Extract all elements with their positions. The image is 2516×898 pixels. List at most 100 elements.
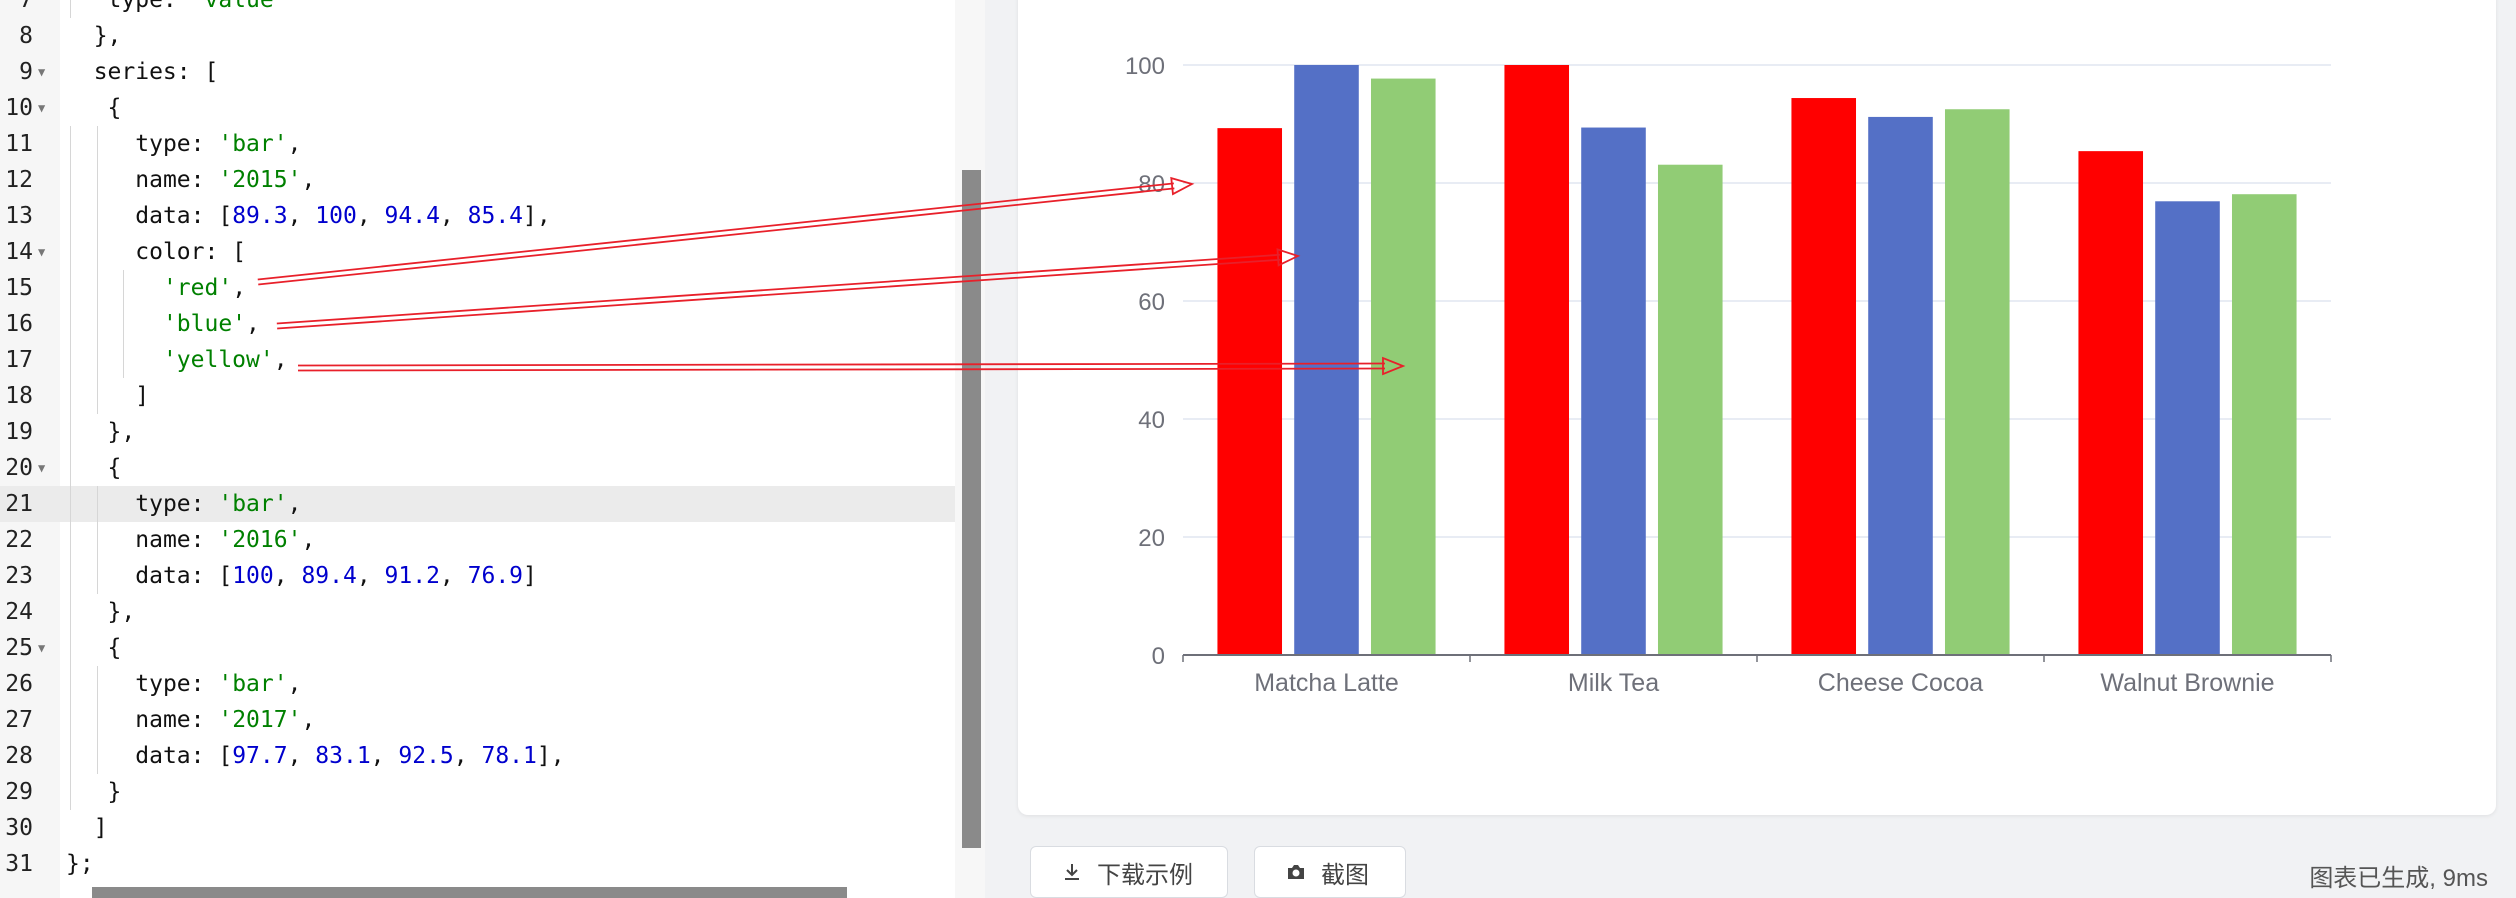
render-status: 图表已生成, 9ms bbox=[2309, 865, 2488, 892]
line-number: 16 bbox=[5, 311, 33, 337]
line-number: 15 bbox=[5, 275, 33, 301]
indent-guide bbox=[70, 666, 71, 702]
y-tick-label: 0 bbox=[1152, 643, 1165, 670]
code-line[interactable]: 13 data: [89.3, 100, 94.4, 85.4], bbox=[0, 198, 955, 234]
line-number-gutter bbox=[0, 0, 60, 898]
code-text: { bbox=[107, 635, 122, 661]
indent-guide bbox=[96, 738, 98, 774]
line-number: 23 bbox=[5, 563, 33, 589]
code-line[interactable]: 20 ▼ { bbox=[0, 450, 955, 486]
x-tick-label: Walnut Brownie bbox=[2100, 669, 2274, 697]
bar bbox=[1504, 65, 1570, 655]
bar bbox=[1294, 65, 1359, 655]
bar bbox=[2155, 201, 2220, 656]
chart-bars bbox=[1217, 65, 2297, 656]
code-line[interactable]: 9 ▼ series: [ bbox=[0, 54, 955, 90]
code-text: }, bbox=[107, 599, 136, 625]
code-line[interactable]: 8 }, bbox=[0, 18, 955, 54]
indent-guide bbox=[96, 666, 98, 702]
code-line[interactable]: 27 name: '2017', bbox=[0, 702, 955, 738]
code-text: 'yellow', bbox=[162, 347, 288, 373]
fold-toggle-icon[interactable]: ▼ bbox=[38, 65, 46, 79]
indent-guide bbox=[70, 702, 71, 738]
indent-guide bbox=[70, 594, 71, 630]
fold-toggle-icon[interactable]: ▼ bbox=[38, 245, 46, 259]
code-line[interactable]: 24 }, bbox=[0, 594, 955, 630]
code-line[interactable]: 26 type: 'bar', bbox=[0, 666, 955, 702]
annotation-arrowhead bbox=[1382, 356, 1406, 376]
code-line[interactable]: 23 data: [100, 89.4, 91.2, 76.9] bbox=[0, 558, 955, 594]
code-text: color: [ bbox=[135, 239, 247, 265]
code-line[interactable]: 21 type: 'bar', bbox=[0, 486, 955, 522]
code-line[interactable]: 19 }, bbox=[0, 414, 955, 450]
line-number: 17 bbox=[5, 347, 33, 373]
code-text: type: 'bar', bbox=[135, 491, 302, 517]
code-line[interactable]: 28 data: [97.7, 83.1, 92.5, 78.1], bbox=[0, 738, 955, 774]
code-line[interactable]: 18 ] bbox=[0, 378, 955, 414]
code-line[interactable]: 12 name: '2015', bbox=[0, 162, 955, 198]
code-text: { bbox=[107, 455, 122, 481]
code-line[interactable]: 22 name: '2016', bbox=[0, 522, 955, 558]
annotation-arrow-line bbox=[276, 253, 1280, 325]
indent-guide bbox=[70, 306, 71, 342]
line-number: 10 bbox=[5, 95, 33, 121]
code-line[interactable]: 10 ▼ { bbox=[0, 90, 955, 126]
screenshot-button[interactable]: 截图 bbox=[1254, 846, 1406, 898]
code-text: }, bbox=[107, 419, 136, 445]
code-text: name: '2016', bbox=[135, 527, 316, 553]
code-line[interactable]: 25 ▼ { bbox=[0, 630, 955, 666]
indent-guide bbox=[96, 234, 98, 270]
code-line[interactable]: 29 } bbox=[0, 774, 955, 810]
code-line[interactable]: 11 type: 'bar', bbox=[0, 126, 955, 162]
code-text: name: '2015', bbox=[135, 167, 316, 193]
bar bbox=[1581, 127, 1646, 656]
line-number: 25 bbox=[5, 635, 33, 661]
indent-guide bbox=[70, 270, 71, 306]
bar bbox=[1217, 128, 1283, 655]
code-line[interactable]: 7 type: 'value' bbox=[0, 0, 955, 18]
indent-guide bbox=[70, 342, 71, 378]
indent-guide bbox=[96, 486, 98, 522]
line-number: 26 bbox=[5, 671, 33, 697]
fold-toggle-icon[interactable]: ▼ bbox=[38, 641, 46, 655]
indent-guide bbox=[70, 738, 71, 774]
line-number: 28 bbox=[5, 743, 33, 769]
annotation-arrow-line bbox=[277, 258, 1281, 330]
x-tick-label: Milk Tea bbox=[1568, 669, 1659, 697]
fold-toggle-icon[interactable]: ▼ bbox=[38, 461, 46, 475]
horizontal-scrollbar-thumb[interactable] bbox=[92, 887, 847, 898]
indent-guide bbox=[70, 558, 71, 594]
code-line[interactable]: 14 ▼ color: [ bbox=[0, 234, 955, 270]
vertical-scrollbar-thumb[interactable] bbox=[962, 170, 981, 848]
line-number: 21 bbox=[5, 491, 33, 517]
line-number: 13 bbox=[5, 203, 33, 229]
bar bbox=[1944, 109, 2010, 655]
annotation-arrow-line bbox=[258, 187, 1175, 286]
code-line[interactable]: 31}; bbox=[0, 846, 955, 882]
indent-guide bbox=[70, 162, 71, 198]
code-line[interactable]: 17 'yellow', bbox=[0, 342, 955, 378]
indent-guide bbox=[70, 126, 71, 162]
code-line[interactable]: 16 'blue', bbox=[0, 306, 955, 342]
indent-guide bbox=[96, 270, 98, 306]
code-text: type: 'bar', bbox=[135, 671, 302, 697]
annotation-arrowhead bbox=[1276, 248, 1301, 267]
line-number: 20 bbox=[5, 455, 33, 481]
code-editor[interactable]: 7 type: 'value' 8 }, 9 ▼ series: [ 10 ▼ {11 t… bbox=[0, 0, 985, 898]
download-example-button[interactable]: 下载示例 bbox=[1030, 846, 1228, 898]
fold-toggle-icon[interactable]: ▼ bbox=[38, 101, 46, 115]
y-tick-label: 60 bbox=[1138, 289, 1165, 316]
code-text: { bbox=[66, 95, 122, 121]
annotation-arrows bbox=[257, 176, 1406, 376]
indent-guide bbox=[123, 342, 125, 378]
indent-guide bbox=[96, 522, 98, 558]
code-text: 'red', bbox=[162, 275, 247, 301]
code-text: data: [89.3, 100, 94.4, 85.4], bbox=[135, 203, 551, 229]
code-line[interactable]: 15 'red', bbox=[0, 270, 955, 306]
code-text: }; bbox=[66, 851, 94, 877]
indent-guide bbox=[70, 774, 71, 810]
code-line[interactable]: 30 ] bbox=[0, 810, 955, 846]
download-icon bbox=[1065, 864, 1079, 880]
indent-guide bbox=[70, 630, 71, 666]
